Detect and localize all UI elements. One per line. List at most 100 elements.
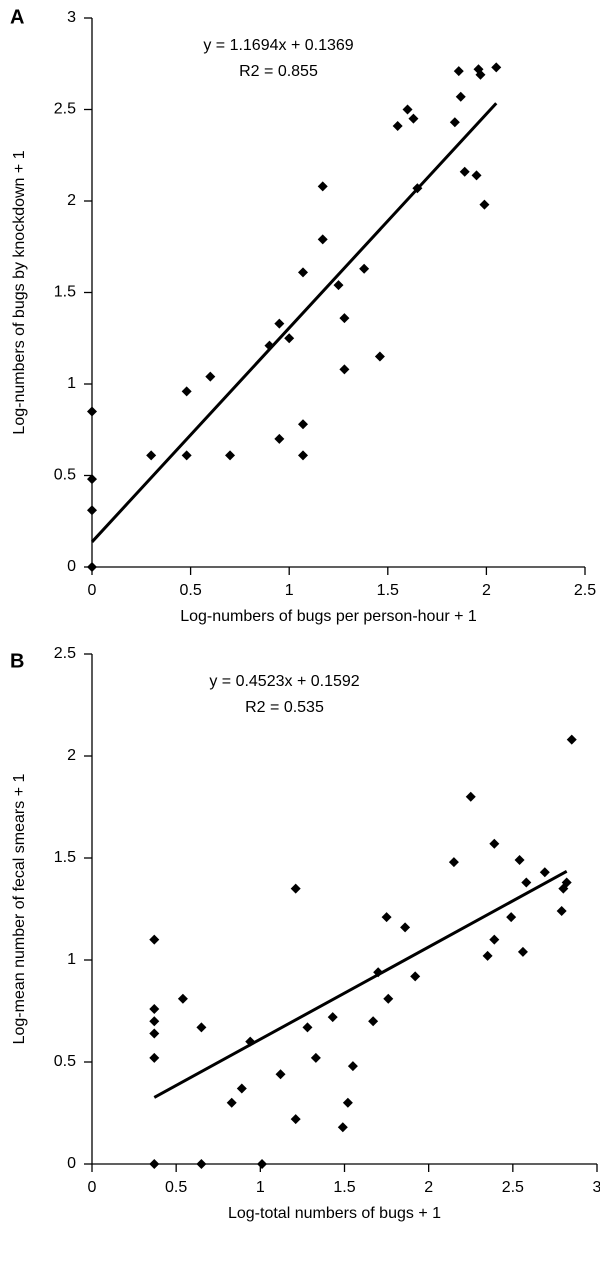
x-tick-label: 1.5 xyxy=(377,582,399,599)
y-tick-label: 3 xyxy=(67,9,76,26)
x-tick-label: 0.5 xyxy=(179,582,201,599)
x-axis-label: Log-total numbers of bugs + 1 xyxy=(228,1205,441,1222)
data-point xyxy=(455,91,466,102)
data-point xyxy=(274,433,285,444)
data-point xyxy=(317,181,328,192)
trend-line xyxy=(153,870,568,1099)
y-tick-label: 0 xyxy=(67,558,76,575)
data-point xyxy=(181,386,192,397)
data-point xyxy=(181,450,192,461)
x-tick-label: 1 xyxy=(256,1179,265,1196)
y-tick-label: 2.5 xyxy=(54,101,76,118)
data-point xyxy=(337,1122,348,1133)
data-point xyxy=(449,117,460,128)
data-point xyxy=(491,62,502,73)
data-point xyxy=(333,280,344,291)
data-point xyxy=(302,1022,313,1033)
data-point xyxy=(310,1052,321,1063)
data-point xyxy=(226,1097,237,1108)
data-point xyxy=(149,1028,160,1039)
data-point xyxy=(149,934,160,945)
y-tick-label: 2.5 xyxy=(54,645,76,662)
data-point xyxy=(400,922,411,933)
data-point xyxy=(342,1097,353,1108)
x-tick-label: 2.5 xyxy=(574,582,596,599)
data-point xyxy=(298,419,309,430)
data-point xyxy=(539,867,550,878)
x-tick-label: 1.5 xyxy=(333,1179,355,1196)
data-point xyxy=(517,946,528,957)
y-tick-label: 0.5 xyxy=(54,1053,76,1070)
y-tick-label: 1 xyxy=(67,375,76,392)
trend-line xyxy=(90,102,498,543)
x-tick-label: 0 xyxy=(88,582,97,599)
y-tick-label: 2 xyxy=(67,747,76,764)
data-point xyxy=(359,263,370,274)
data-point xyxy=(257,1159,268,1169)
x-tick-label: 0 xyxy=(88,1179,97,1196)
data-point xyxy=(274,318,285,329)
data-point xyxy=(87,406,97,417)
y-tick-label: 0.5 xyxy=(54,467,76,484)
data-point xyxy=(561,877,572,888)
data-point xyxy=(298,450,309,461)
data-point xyxy=(482,950,493,961)
data-point xyxy=(471,170,482,181)
x-tick-label: 0.5 xyxy=(165,1179,187,1196)
x-tick-label: 2 xyxy=(482,582,491,599)
data-point xyxy=(339,313,350,324)
data-point xyxy=(236,1083,247,1094)
data-point xyxy=(383,993,394,1004)
x-tick-label: 1 xyxy=(285,582,294,599)
data-point xyxy=(87,474,97,485)
data-point xyxy=(556,906,567,917)
data-point xyxy=(368,1016,379,1027)
equation-annotation: R2 = 0.535 xyxy=(245,699,324,716)
x-tick-label: 3 xyxy=(593,1179,600,1196)
data-point xyxy=(489,934,500,945)
data-point xyxy=(149,1159,160,1169)
data-point xyxy=(392,120,403,131)
data-point xyxy=(275,1069,286,1080)
data-point xyxy=(475,69,486,80)
data-point xyxy=(149,1016,160,1027)
data-point xyxy=(521,877,532,888)
equation-annotation: R2 = 0.855 xyxy=(239,63,318,80)
x-tick-label: 2 xyxy=(424,1179,433,1196)
data-point xyxy=(87,562,97,572)
data-point xyxy=(381,912,392,923)
data-point xyxy=(290,883,301,894)
data-point xyxy=(566,734,577,745)
panel-label: B xyxy=(10,650,24,672)
y-tick-label: 1.5 xyxy=(54,284,76,301)
data-point xyxy=(448,857,459,868)
data-point xyxy=(149,1003,160,1014)
data-point xyxy=(453,66,464,77)
data-point xyxy=(284,333,295,344)
data-point xyxy=(149,1052,160,1063)
data-point xyxy=(374,351,385,362)
data-point xyxy=(347,1061,358,1072)
y-tick-label: 0 xyxy=(67,1155,76,1172)
data-point xyxy=(479,199,490,210)
data-point xyxy=(514,855,525,866)
data-point xyxy=(410,971,421,982)
y-axis-label: Log-numbers of bugs by knockdown + 1 xyxy=(11,150,28,434)
data-point xyxy=(465,791,476,802)
y-tick-label: 2 xyxy=(67,192,76,209)
equation-annotation: y = 1.1694x + 0.1369 xyxy=(203,37,353,54)
data-point xyxy=(298,267,309,278)
x-tick-label: 2.5 xyxy=(502,1179,524,1196)
y-tick-label: 1.5 xyxy=(54,849,76,866)
data-point xyxy=(506,912,517,923)
data-point xyxy=(205,371,216,382)
data-point xyxy=(327,1012,338,1023)
panel-label: A xyxy=(10,6,24,28)
data-point xyxy=(196,1022,207,1033)
data-point xyxy=(87,505,97,516)
data-point xyxy=(146,450,157,461)
data-point xyxy=(489,838,500,849)
data-point xyxy=(225,450,236,461)
data-point xyxy=(196,1159,207,1169)
